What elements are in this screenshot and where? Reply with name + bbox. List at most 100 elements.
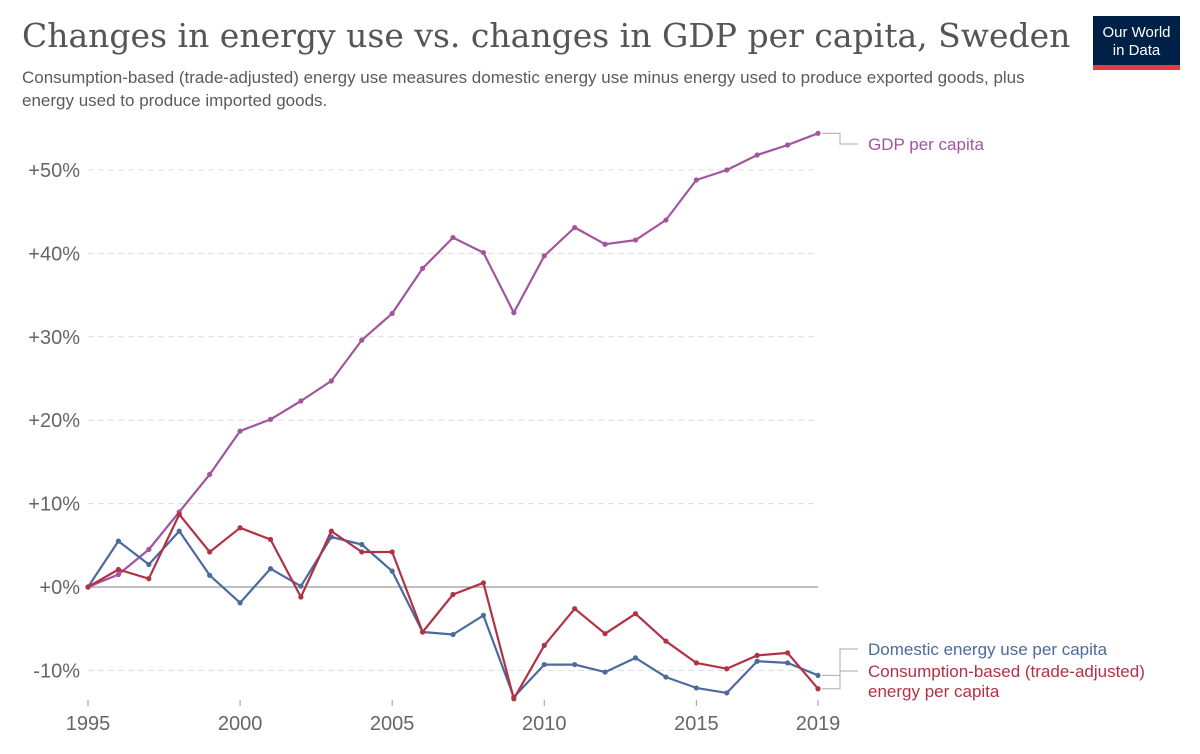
data-point [359, 549, 365, 555]
data-point [815, 686, 821, 692]
data-point [480, 612, 487, 618]
data-point [663, 638, 669, 644]
series-2 [85, 511, 821, 702]
data-point [480, 580, 487, 586]
data-point [267, 536, 274, 543]
data-point [237, 525, 243, 531]
series-end-label: Consumption-based (trade-adjusted) [868, 662, 1145, 681]
data-point [693, 685, 699, 691]
x-tick-label: 1995 [66, 713, 111, 735]
data-point [450, 234, 456, 241]
logo-line-1: Our World [1102, 24, 1171, 41]
data-point [115, 571, 122, 578]
data-point [511, 696, 517, 702]
data-point [815, 672, 821, 679]
data-point [602, 631, 608, 637]
chart-subtitle: Consumption-based (trade-adjusted) energ… [22, 68, 1025, 110]
data-point [419, 629, 426, 635]
data-point [724, 167, 730, 173]
data-point [237, 600, 243, 606]
y-tick-label: +50% [28, 160, 80, 182]
series-end-label: energy per capita [868, 682, 1000, 701]
data-point [784, 660, 791, 666]
series-end-label: Domestic energy use per capita [868, 640, 1108, 659]
data-point [389, 568, 395, 574]
data-point [511, 310, 517, 316]
data-point [724, 666, 730, 672]
data-point [632, 237, 639, 243]
data-point [754, 658, 760, 664]
y-tick-label: -10% [33, 660, 80, 682]
data-point [146, 546, 152, 553]
series-0 [85, 130, 821, 590]
data-point [784, 650, 791, 656]
series-end-label: GDP per capita [868, 135, 984, 154]
data-point [359, 337, 365, 343]
data-point [115, 566, 122, 573]
data-point [298, 594, 304, 600]
legend-connector [822, 132, 858, 145]
legend-connector [822, 670, 858, 690]
logo-line-2: in Data [1112, 42, 1161, 59]
data-point [602, 241, 608, 247]
y-tick-label: +10% [28, 494, 80, 516]
data-point [328, 378, 334, 384]
data-point [207, 549, 213, 555]
x-tick-label: 2015 [674, 713, 719, 735]
data-point [115, 538, 122, 544]
data-point [572, 224, 578, 231]
data-point [693, 660, 699, 666]
data-point [572, 606, 578, 612]
series-1 [85, 528, 821, 700]
data-point [298, 583, 304, 589]
logo-accent-bar [1093, 65, 1180, 70]
chart-title: Changes in energy use vs. changes in GDP… [22, 16, 1071, 55]
data-point [632, 611, 639, 617]
legend-connector [822, 648, 858, 676]
data-point [328, 528, 334, 534]
y-tick-label: +30% [28, 327, 80, 349]
data-point [663, 674, 669, 680]
data-point [207, 471, 213, 478]
data-point [663, 217, 669, 223]
data-point [237, 428, 243, 434]
data-point [207, 572, 213, 578]
x-tick-label: 2005 [370, 713, 415, 735]
series-line [87, 529, 819, 699]
data-point [359, 541, 365, 548]
y-tick-label: +20% [28, 410, 80, 432]
data-point [389, 310, 395, 317]
series-line [87, 132, 819, 589]
data-point [784, 142, 791, 148]
data-point [419, 265, 426, 272]
data-point [541, 661, 547, 668]
data-point [267, 416, 274, 422]
x-tick-label: 2010 [522, 713, 567, 735]
data-point [754, 652, 760, 658]
data-point [176, 528, 182, 534]
data-point [298, 398, 304, 404]
data-point [724, 690, 730, 696]
data-point [146, 561, 152, 568]
data-point [572, 661, 578, 668]
data-point [267, 566, 274, 572]
data-point [176, 511, 182, 518]
data-point [389, 549, 395, 555]
data-point [632, 655, 639, 661]
data-point [450, 591, 456, 598]
data-point [541, 253, 547, 259]
data-point [815, 130, 821, 136]
y-tick-label: +40% [28, 243, 80, 265]
x-tick-label: 2000 [218, 713, 263, 735]
data-point [85, 584, 91, 590]
x-tick-label: 2019 [796, 713, 841, 735]
data-point [450, 631, 456, 638]
y-tick-label: +0% [39, 577, 80, 599]
data-point [480, 249, 487, 256]
data-point [754, 152, 760, 158]
data-point [602, 669, 608, 675]
owid-logo[interactable]: Our World in Data [1093, 16, 1180, 70]
series-line [87, 513, 819, 700]
data-point [146, 576, 152, 582]
